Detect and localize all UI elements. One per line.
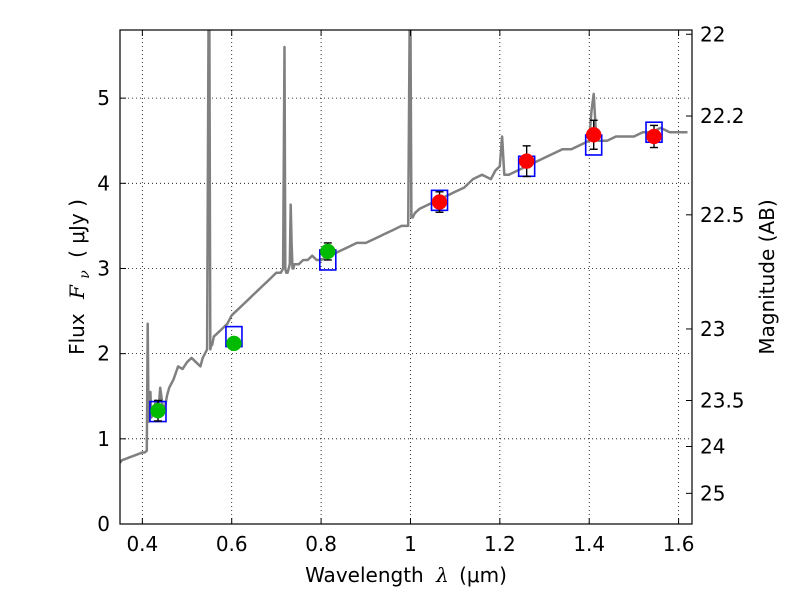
data-point	[320, 243, 336, 260]
y-axis-label-sub: ν	[77, 270, 93, 279]
y2-tick-label: 24	[700, 434, 725, 458]
y-axis-label-text: Flux	[65, 313, 89, 355]
x-axis-label-unit: (μm)	[459, 563, 507, 587]
data-point	[226, 335, 242, 352]
y-tick-label: 1	[97, 427, 110, 451]
y-tick-label: 3	[97, 256, 110, 280]
y-axis-label-unit: ( μJy )	[65, 199, 89, 258]
x-tick-label: 1.4	[573, 532, 605, 556]
x-tick-label: 0.8	[305, 532, 337, 556]
y-axis-ticks: 0 1 2 3 4 5	[97, 86, 126, 536]
y2-tick-label: 23	[700, 317, 725, 341]
data-point	[518, 153, 535, 169]
x-tick-label: 1.2	[484, 532, 516, 556]
x-tick-label: 1	[404, 532, 417, 556]
y2-axis-label: Magnitude (AB)	[755, 199, 779, 354]
x-axis-ticks: 0.4 0.6 0.8 1 1.2 1.4 1.6	[126, 30, 695, 556]
y-tick-label: 0	[97, 512, 110, 536]
y2-tick-label: 25	[700, 481, 725, 505]
plot-background	[120, 30, 692, 524]
y2-axis-ticks: 22 22.2 22.5 23 23.5 24 25	[686, 22, 745, 505]
x-tick-label: 1.6	[663, 532, 695, 556]
x-axis-label-text: Wavelength	[305, 563, 424, 587]
y-axis-label-symbol: F	[65, 284, 89, 300]
data-point	[585, 127, 602, 143]
data-point	[150, 402, 166, 419]
data-point	[431, 194, 448, 210]
x-tick-label: 0.6	[216, 532, 248, 556]
x-tick-label: 0.4	[126, 532, 158, 556]
observed-points	[150, 127, 662, 419]
y-tick-label: 2	[97, 342, 110, 366]
data-point	[646, 128, 662, 145]
x-axis-label: Wavelength λ (μm)	[305, 563, 507, 587]
y-tick-label: 4	[97, 171, 110, 195]
x-axis-label-symbol: λ	[435, 563, 449, 587]
y-tick-label: 5	[97, 86, 110, 110]
y2-tick-label: 23.5	[700, 389, 745, 413]
y2-tick-label: 22.5	[700, 203, 745, 227]
y-axis-label: Flux F ν ( μJy )	[65, 199, 94, 355]
y2-tick-label: 22	[700, 22, 725, 46]
y2-tick-label: 22.2	[700, 104, 745, 128]
plot-frame	[119, 29, 693, 525]
